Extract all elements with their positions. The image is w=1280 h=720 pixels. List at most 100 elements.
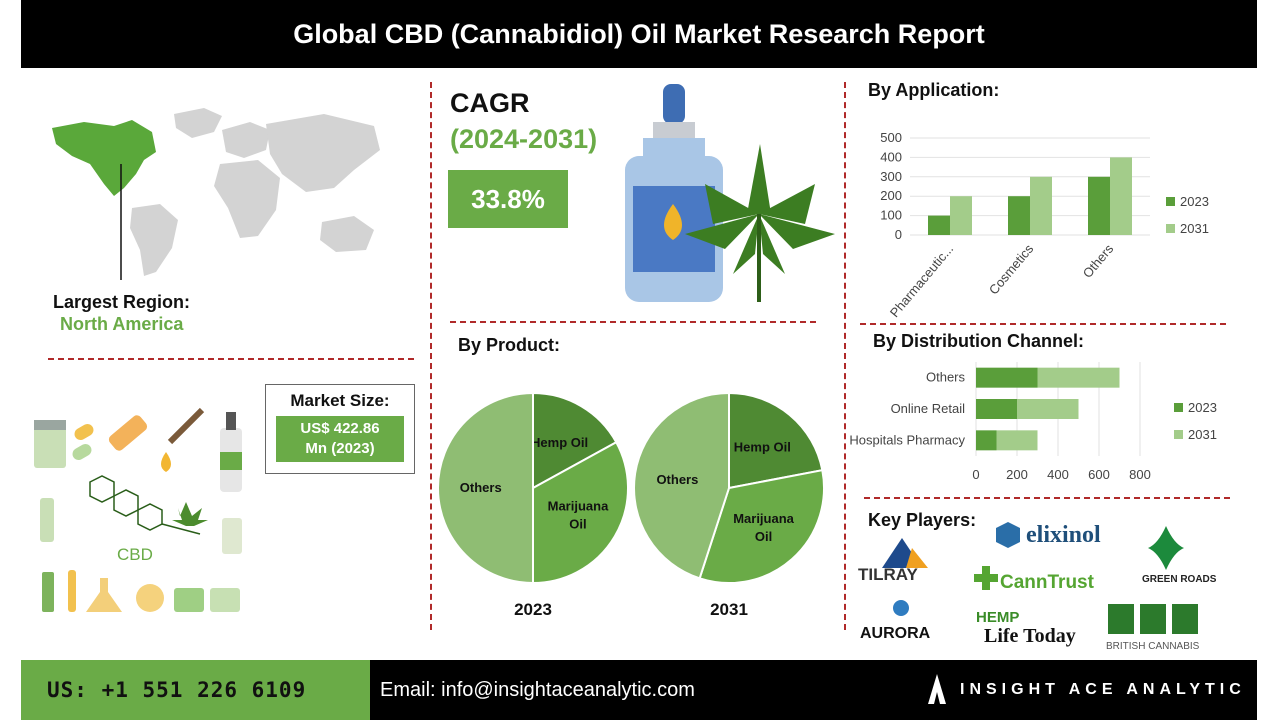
bar-2031 xyxy=(996,430,1038,451)
vial-icon xyxy=(42,572,54,612)
map-australia xyxy=(320,216,374,252)
market-size-label: Market Size: xyxy=(290,391,390,410)
y-tick-label: 400 xyxy=(880,149,902,164)
x-tick-label: 800 xyxy=(1129,467,1151,482)
capsule-icon xyxy=(74,424,94,440)
tin-icon xyxy=(174,588,204,612)
x-tick-label: 200 xyxy=(1006,467,1028,482)
svg-text:Life Today: Life Today xyxy=(984,625,1076,647)
y-tick-label: 300 xyxy=(880,169,902,184)
pie-slice xyxy=(728,391,824,490)
application-bar-chart: 0 100 200 300 400 500 Pharmaceutic... Cosmetics… xyxy=(880,130,1209,318)
test-tube-icon xyxy=(68,570,76,612)
elixinol-logo: elixinol xyxy=(996,522,1101,548)
pie-label: Hemp Oil xyxy=(734,440,791,455)
bar-2023 xyxy=(976,367,1038,388)
svg-text:elixinol: elixinol xyxy=(1026,522,1101,548)
divider-region xyxy=(48,358,414,360)
hemp-life-today-logo: HEMP Life Today xyxy=(976,609,1076,647)
pie-slice xyxy=(532,391,618,490)
svg-text:AURORA: AURORA xyxy=(860,625,931,642)
legend-swatch xyxy=(1166,224,1175,233)
cagr-period: (2024-2031) xyxy=(450,124,598,154)
pie-label: Marijuana xyxy=(733,511,794,526)
largest-region-value: North America xyxy=(60,314,184,334)
pie-label: Marijuana xyxy=(548,499,609,514)
y-tick-label: Hospitals Pharmacy xyxy=(849,432,965,447)
legend-label: 2023 xyxy=(1188,400,1217,415)
legend-label: 2023 xyxy=(1180,194,1209,209)
product-title: By Product: xyxy=(458,335,561,355)
map-africa xyxy=(214,160,280,238)
map-greenland xyxy=(174,108,222,138)
legend-label: 2031 xyxy=(1188,427,1217,442)
y-tick-label: 500 xyxy=(880,130,902,145)
pie-label: Oil xyxy=(755,529,772,544)
pie-label: Oil xyxy=(569,517,586,532)
divider-distribution xyxy=(864,497,1230,499)
british-cannabis-logo: BRITISH CANNABIS xyxy=(1106,604,1200,652)
bar-2031 xyxy=(1110,157,1132,235)
distribution-bar-chart: 0 200 400 600 800 Hospitals Pharmacy Online Re… xyxy=(849,362,1217,482)
y-tick-label: Others xyxy=(926,370,966,385)
jar-icon xyxy=(34,424,66,468)
leaf-icon xyxy=(172,502,208,526)
pie-slice xyxy=(437,391,534,585)
cbd-text: CBD xyxy=(117,545,153,564)
svg-text:TILRAY: TILRAY xyxy=(858,565,918,584)
cbd-bottle-illustration xyxy=(625,84,835,302)
footer-phone: US: +1 551 226 6109 xyxy=(21,660,370,720)
footer-email[interactable]: Email: info@insightaceanalytic.com xyxy=(380,679,695,701)
pie-slice xyxy=(633,391,730,580)
pie-label: Hemp Oil xyxy=(531,435,588,450)
bar-2031 xyxy=(950,196,972,235)
world-map xyxy=(52,108,380,280)
pie-label: Others xyxy=(656,472,698,487)
footer-brand: INSIGHT ACE ANALYTIC xyxy=(960,681,1246,698)
largest-region-label: Largest Region: xyxy=(53,292,191,312)
svg-text:BRITISH CANNABIS: BRITISH CANNABIS xyxy=(1106,641,1200,652)
round-flask-icon xyxy=(136,584,164,612)
flask-icon xyxy=(86,578,122,612)
bar-2031 xyxy=(1037,367,1120,388)
svg-text:HEMP: HEMP xyxy=(976,609,1019,626)
legend-swatch xyxy=(1174,403,1183,412)
key-player-logos: TILRAY elixinol CannTrust GREEN ROADS AU… xyxy=(858,522,1217,652)
pie-slice xyxy=(698,469,825,584)
x-tick-label: 600 xyxy=(1088,467,1110,482)
tilray-logo: TILRAY xyxy=(858,538,928,584)
pie-slice xyxy=(532,440,629,585)
molecule-icon xyxy=(89,475,201,535)
bar-2023 xyxy=(1088,176,1110,235)
legend-swatch xyxy=(1166,197,1175,206)
cagr-label: CAGR xyxy=(450,88,530,118)
key-players-title: Key Players: xyxy=(868,510,977,530)
dropper-bulb-icon xyxy=(663,84,685,124)
map-europe xyxy=(222,122,270,158)
oil-drop-icon xyxy=(664,204,682,240)
map-south-america xyxy=(130,204,178,276)
divider-right xyxy=(844,82,846,630)
x-tick-label: Cosmetics xyxy=(986,241,1037,298)
cagr-value: 33.8% xyxy=(448,170,568,228)
market-size-value: US$ 422.86 Mn (2023) xyxy=(276,416,404,462)
x-tick-label: 400 xyxy=(1047,467,1069,482)
pie-year-label: 2031 xyxy=(710,600,748,619)
y-tick-label: 200 xyxy=(880,188,902,203)
market-size-line2: Mn (2023) xyxy=(305,440,375,457)
bar-2023 xyxy=(976,399,1017,419)
dropper-icon xyxy=(167,407,205,445)
divider-left xyxy=(430,82,432,630)
canntrust-logo: CannTrust xyxy=(974,566,1095,593)
cannabis-leaf-icon xyxy=(685,144,835,274)
green-roads-logo: GREEN ROADS xyxy=(1142,526,1217,585)
y-tick-label: Online Retail xyxy=(891,401,966,416)
legend-label: 2031 xyxy=(1180,221,1209,236)
aurora-logo: AURORA xyxy=(860,600,931,642)
cbd-products-illustration: CBD xyxy=(34,407,242,612)
pie-label: Others xyxy=(460,480,502,495)
report-title: Global CBD (Cannabidiol) Oil Market Rese… xyxy=(21,0,1257,68)
bar-2031 xyxy=(1030,176,1052,235)
bar-2023 xyxy=(976,430,997,451)
y-tick-label: 100 xyxy=(880,208,902,223)
